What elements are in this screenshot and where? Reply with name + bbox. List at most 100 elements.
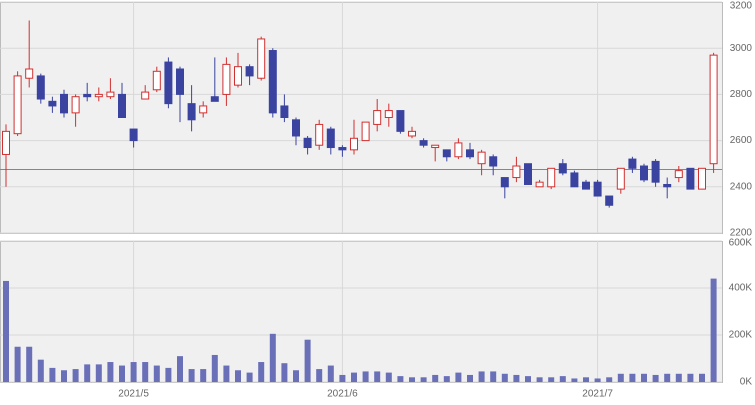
- volume-bar: [675, 373, 682, 382]
- candle-body: [106, 91, 115, 98]
- volume-bar: [49, 367, 56, 382]
- candle-body: [338, 147, 347, 151]
- volume-bar: [119, 365, 125, 382]
- volume-bar: [443, 376, 450, 382]
- candle-body: [13, 75, 22, 135]
- candle-body: [268, 50, 277, 114]
- candle-body: [489, 156, 498, 167]
- candle-body: [176, 68, 184, 95]
- candle-body: [164, 61, 173, 105]
- volume-bar: [95, 364, 102, 382]
- volume-bar: [687, 373, 694, 382]
- candle-body: [616, 167, 625, 190]
- volume-bar: [583, 377, 589, 382]
- y-tick-label: 2400: [730, 181, 753, 192]
- candle-body: [686, 167, 695, 190]
- volume-bar: [559, 376, 566, 382]
- volume-bar: [84, 364, 91, 382]
- candle-body: [674, 170, 683, 179]
- volume-bar: [455, 372, 462, 382]
- candle-body: [210, 96, 219, 102]
- x-tick-label: 2021/7: [582, 389, 613, 400]
- volume-bar: [362, 371, 369, 382]
- candle-body: [234, 66, 242, 86]
- candle-body: [199, 105, 208, 114]
- candle-body: [593, 181, 602, 197]
- volume-bar: [153, 365, 160, 382]
- candle-body: [408, 130, 416, 137]
- price-panel: [0, 2, 723, 234]
- volume-bar: [548, 377, 555, 382]
- volume-bar: [374, 371, 381, 382]
- candle-body: [257, 38, 266, 79]
- candle-body: [709, 54, 718, 165]
- volume-bar: [536, 377, 543, 382]
- volume-bar: [652, 374, 659, 382]
- volume-bar: [3, 280, 9, 382]
- y-tick-label: 3000: [730, 43, 753, 54]
- volume-bar: [246, 372, 253, 382]
- volume-bar: [641, 373, 647, 382]
- candle-body: [36, 75, 45, 100]
- candle-body: [94, 93, 103, 98]
- candle-body: [512, 165, 521, 179]
- volume-bar: [467, 374, 473, 382]
- volume-bar: [316, 369, 323, 382]
- candle-body: [303, 137, 312, 149]
- y-tick-label: 2800: [730, 89, 753, 100]
- candle-body: [640, 165, 648, 181]
- volume-bar: [269, 333, 276, 382]
- y2-tick-label: 600K: [729, 238, 753, 249]
- volume-bar: [606, 377, 613, 382]
- volume-bar: [664, 373, 671, 382]
- candle-body: [25, 68, 34, 79]
- volume-bar: [72, 369, 79, 382]
- volume-bar: [37, 359, 44, 382]
- volume-bar: [293, 370, 299, 382]
- candle-body: [500, 177, 509, 188]
- volume-bar: [211, 354, 218, 382]
- candle-body: [419, 140, 428, 146]
- x-tick-label: 2021/6: [327, 389, 358, 400]
- candle-body: [663, 183, 672, 188]
- volume-bar: [107, 362, 114, 382]
- volume-bar: [478, 371, 485, 382]
- candle-body: [129, 128, 138, 142]
- candle-body: [431, 144, 440, 149]
- volume-bar: [14, 346, 21, 382]
- candle-body: [651, 160, 660, 183]
- volume-bar: [699, 373, 705, 382]
- volume-bar: [142, 362, 149, 382]
- candle-body: [292, 119, 300, 137]
- candle-body: [60, 93, 68, 114]
- candle-body: [466, 149, 474, 158]
- candle-body: [442, 149, 451, 158]
- candle-body: [570, 172, 579, 188]
- volume-bar: [188, 369, 195, 382]
- candle-body: [454, 142, 463, 158]
- volume-bar: [629, 373, 636, 382]
- volume-bar: [177, 356, 183, 382]
- volume-bar: [409, 377, 415, 382]
- candle-body: [118, 93, 126, 119]
- x-tick-label: 2021/5: [118, 389, 149, 400]
- volume-bar: [513, 374, 520, 382]
- volume-bar: [339, 374, 346, 382]
- candle-body: [315, 123, 324, 146]
- volume-bar: [432, 374, 439, 382]
- volume-bar: [200, 369, 207, 382]
- volume-bar: [351, 372, 357, 382]
- volume-bar: [130, 362, 137, 382]
- volume-bar: [525, 376, 531, 382]
- candle-body: [628, 158, 637, 169]
- candle-body: [535, 181, 544, 188]
- volume-bar: [571, 378, 578, 382]
- candle-body: [48, 100, 57, 107]
- candle-body: [373, 110, 382, 125]
- candle-body: [350, 137, 358, 151]
- volume-bar: [420, 377, 427, 382]
- candle-body: [152, 70, 161, 91]
- volume-bar: [223, 365, 230, 382]
- y2-tick-label: 0K: [740, 377, 753, 388]
